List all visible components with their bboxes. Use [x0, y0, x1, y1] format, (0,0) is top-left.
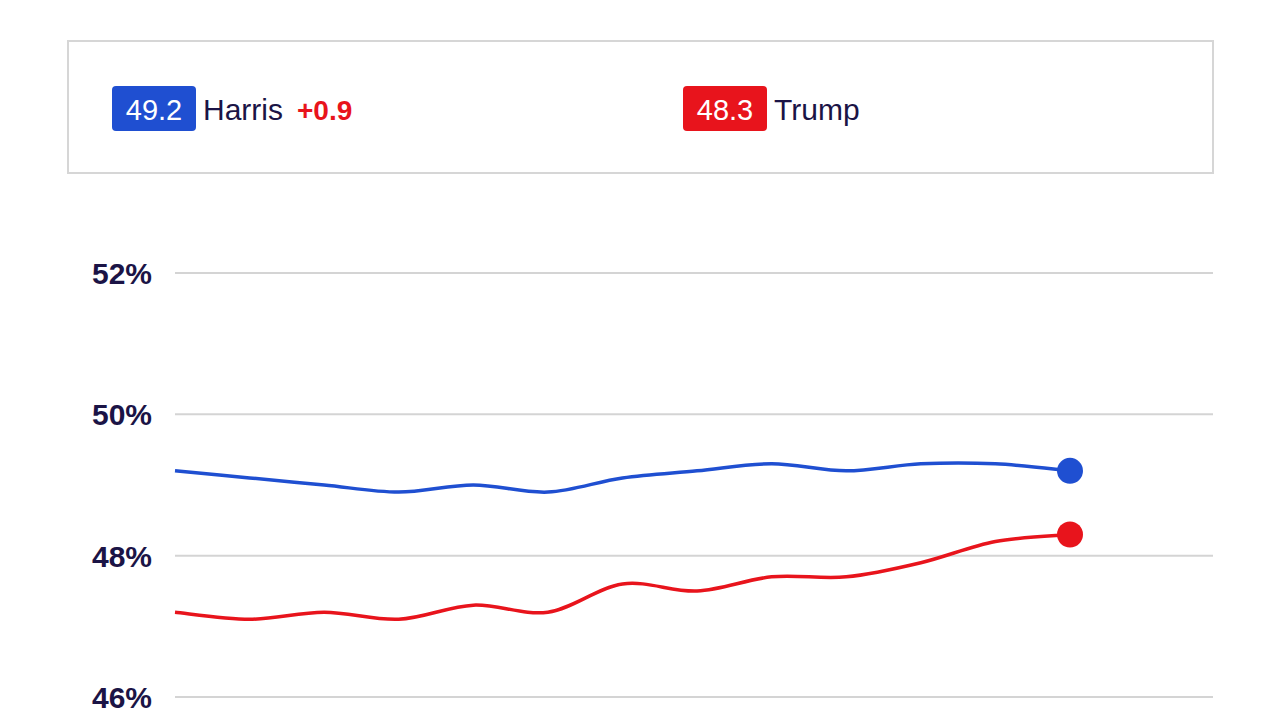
grid-line [175, 413, 1213, 415]
series-line [175, 534, 1070, 619]
series-line [175, 463, 1070, 492]
legend-value: 48.3 [697, 94, 753, 126]
grid-line [175, 272, 1213, 274]
y-tick-label: 52% [92, 257, 152, 290]
y-tick-label: 46% [92, 681, 152, 714]
y-tick-label: 50% [92, 398, 152, 431]
legend-box [68, 41, 1213, 173]
legend-badge [112, 86, 196, 131]
chart: 49.2 Harris +0.9 48.3 Trump 46% 48% 50% 52% [0, 0, 1280, 720]
legend-value: 49.2 [126, 94, 182, 126]
legend-badge [683, 86, 767, 131]
grid-line [175, 555, 1213, 557]
legend-name: Harris [203, 93, 283, 126]
grid-line [175, 696, 1213, 698]
end-dot [1057, 521, 1083, 547]
end-dot [1057, 458, 1083, 484]
legend-name: Trump [774, 93, 860, 126]
lead-annotation: +0.9 [297, 95, 352, 126]
y-tick-label: 48% [92, 540, 152, 573]
plot-area [175, 458, 1083, 620]
